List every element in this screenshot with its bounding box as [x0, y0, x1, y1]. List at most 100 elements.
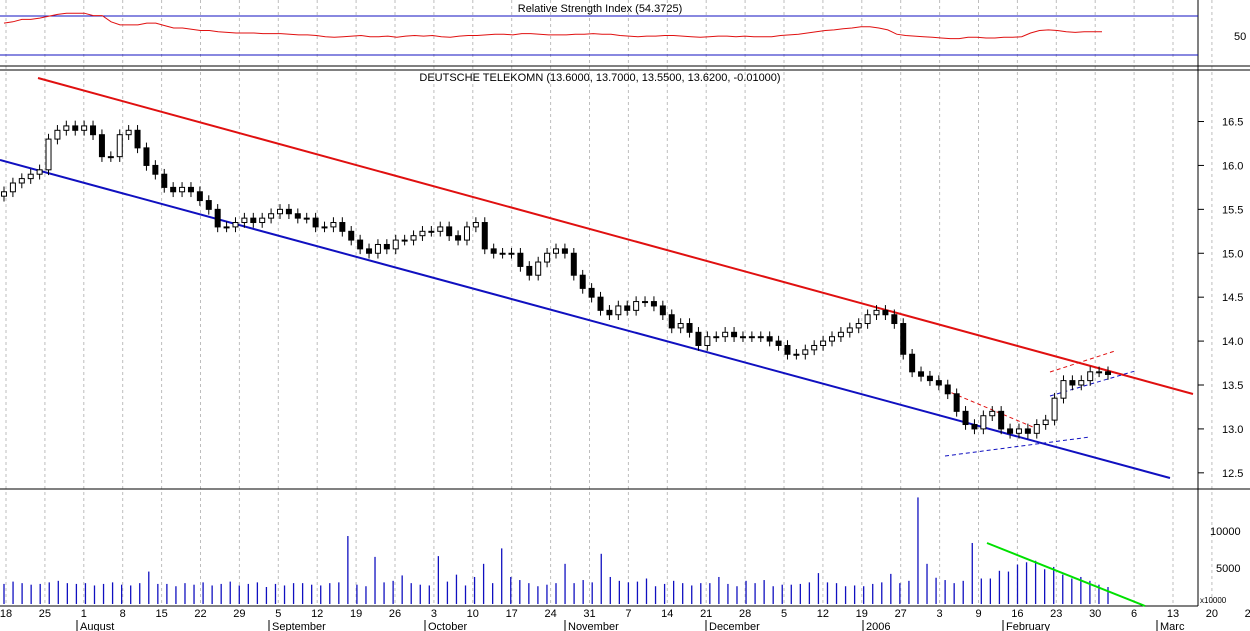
- candle: [36, 164, 43, 180]
- price-tick-label: 14.5: [1222, 292, 1243, 304]
- candle-body-up: [811, 344, 818, 351]
- candle: [392, 234, 399, 255]
- candle-body-up: [820, 340, 827, 346]
- candle: [18, 173, 25, 189]
- candle-body-down: [526, 265, 533, 276]
- candle: [962, 406, 969, 430]
- candle: [45, 133, 52, 176]
- candle: [633, 296, 640, 316]
- candle-body-up: [401, 239, 408, 242]
- candle: [143, 142, 150, 171]
- channel-upper-line: [37, 77, 1194, 395]
- candle: [517, 247, 524, 272]
- candle-body-up: [837, 331, 844, 338]
- date-day-label: 6: [1131, 608, 1137, 620]
- price-panel: 16.5 16.0 15.5 15.0 14.5 14.0 13.5 13.0 12.5: [0, 77, 1243, 480]
- candle-body-down: [1007, 428, 1014, 434]
- date-day-label: 27: [1245, 608, 1250, 620]
- candle-body-down: [570, 252, 577, 276]
- date-day-label: 9: [975, 608, 981, 620]
- candle-body-down: [481, 222, 488, 250]
- candle: [757, 331, 764, 342]
- date-day-label: 5: [781, 608, 787, 620]
- candle: [428, 226, 435, 237]
- candle-body-down: [348, 230, 355, 241]
- candle-body-down: [971, 424, 978, 430]
- date-day-label: 18: [0, 608, 12, 620]
- price-tick-label: 13.0: [1222, 424, 1243, 436]
- candle-body-up: [232, 222, 239, 228]
- candle-body-up: [757, 336, 764, 339]
- date-day-label: 20: [1206, 608, 1218, 620]
- candle-body-up: [268, 213, 275, 219]
- candle: [1051, 392, 1058, 426]
- candle-body-up: [829, 336, 835, 342]
- candle-body-up: [54, 129, 61, 140]
- candle: [695, 327, 702, 351]
- candle: [686, 318, 693, 338]
- candle: [410, 230, 417, 246]
- price-tick-label: 13.5: [1222, 380, 1243, 392]
- price-tick-label: 15.0: [1222, 248, 1243, 260]
- candle: [107, 151, 114, 162]
- candle-body-up: [392, 239, 399, 250]
- candle: [1105, 366, 1111, 380]
- candle-body-up: [499, 252, 506, 255]
- candle: [846, 322, 853, 338]
- candle: [179, 182, 186, 198]
- candle: [855, 318, 862, 334]
- candle-body-down: [998, 410, 1005, 430]
- candle: [953, 388, 960, 417]
- candle-body-up: [677, 323, 684, 329]
- date-day-label: 7: [625, 608, 631, 620]
- candle-body-up: [722, 331, 729, 338]
- flag-upper-line: [1049, 350, 1116, 373]
- volume-trend-line: [986, 542, 1146, 607]
- candle-body-down: [918, 371, 925, 377]
- date-day-label: 27: [895, 608, 907, 620]
- candle-body-up: [508, 252, 515, 255]
- candle: [303, 212, 310, 224]
- date-day-label: 31: [583, 608, 595, 620]
- candle-body-up: [419, 230, 426, 237]
- candle: [864, 309, 871, 329]
- candle: [820, 335, 827, 351]
- candle-body-down: [205, 200, 212, 210]
- candle: [1096, 366, 1103, 378]
- candle: [909, 348, 916, 378]
- candle: [383, 239, 390, 255]
- candle: [802, 344, 809, 360]
- volume-tick-5000: 5000: [1216, 563, 1240, 575]
- candle-body-down: [366, 248, 373, 254]
- candle-body-up: [63, 125, 70, 131]
- candle: [366, 243, 373, 259]
- candle-body-up: [1015, 428, 1022, 434]
- date-day-label: 26: [389, 608, 401, 620]
- volume-bars: [3, 497, 1109, 604]
- candle-body-down: [588, 287, 595, 298]
- candle: [650, 296, 657, 312]
- candle-body-down: [98, 134, 105, 158]
- candle-body-down: [170, 186, 177, 193]
- candle-body-up: [9, 182, 16, 193]
- candle: [1060, 375, 1067, 404]
- volume-unit-label: x10000: [1200, 596, 1227, 605]
- candle-body-up: [1042, 419, 1049, 426]
- triangle-lower-line: [944, 436, 1091, 457]
- candle-body-up: [107, 156, 114, 159]
- candle: [321, 221, 328, 233]
- candle: [1, 186, 7, 202]
- candle: [713, 331, 720, 342]
- candle: [134, 125, 141, 154]
- candle: [793, 348, 800, 360]
- candle: [63, 120, 70, 136]
- candle: [285, 204, 292, 220]
- volume-panel: 10000 5000 x10000: [3, 497, 1241, 607]
- candle-body-down: [668, 314, 675, 329]
- candle: [455, 230, 462, 246]
- candle: [499, 247, 506, 259]
- candle-body-up: [1060, 380, 1067, 399]
- candle-body-up: [873, 309, 880, 316]
- candle-body-up: [36, 169, 43, 175]
- date-day-label: 8: [120, 608, 126, 620]
